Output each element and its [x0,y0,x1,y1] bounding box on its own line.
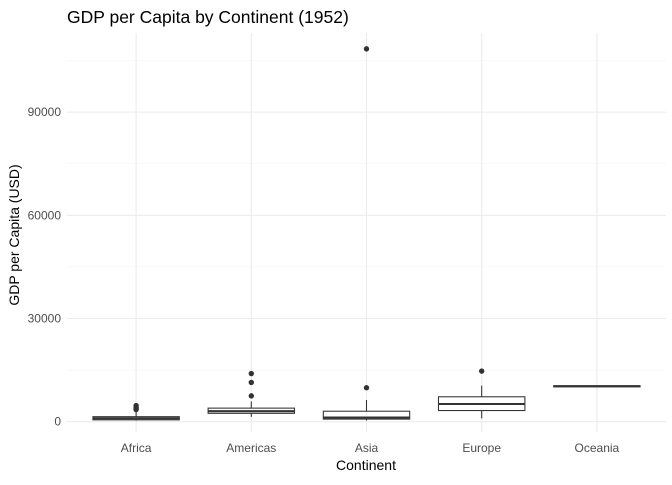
outlier-point [363,46,370,52]
box-iqr [322,410,411,420]
x-tick-label: Africa [121,441,152,455]
box-group [553,385,641,388]
outlier-point [363,385,370,391]
outlier-point [248,370,255,377]
x-tick-label: Europe [462,441,501,455]
x-tick-label: Americas [226,441,276,455]
x-tick-label: Oceania [575,441,620,455]
outlier-point [248,393,255,399]
box-group [92,402,180,421]
marks-layer [92,46,641,421]
y-tick-label: 30000 [28,311,62,325]
x-axis-title: Continent [336,457,396,473]
outlier-point [478,368,485,374]
box-group [437,368,526,419]
y-tick-label: 0 [54,415,61,429]
chart-title: GDP per Capita by Continent (1952) [67,7,349,27]
outlier-point [248,379,255,386]
y-tick-label: 90000 [28,105,62,119]
x-tick-labels: Africa Americas Asia Europe Oceania [121,441,620,455]
y-axis-title: GDP per Capita (USD) [6,164,22,305]
y-tick-label: 60000 [28,208,62,222]
box-group [207,370,296,417]
outlier-point [133,402,139,409]
y-tick-labels: 0 30000 60000 90000 [28,105,62,429]
box-group [322,46,411,421]
x-tick-label: Asia [355,441,379,455]
grid-layer [67,33,666,432]
